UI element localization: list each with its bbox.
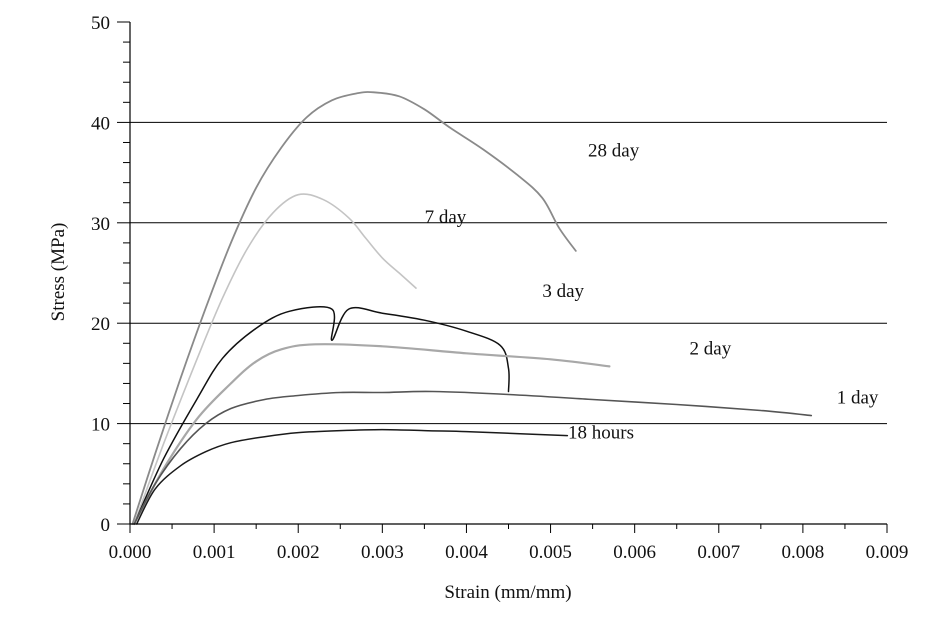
y-tick-label: 30 [91,214,110,235]
x-tick-label: 0.006 [613,542,656,563]
series-label-2-day: 2 day [690,338,732,359]
y-axis-ticks: 0 10 20 30 40 50 [91,13,130,536]
series-line-2-day [133,343,611,526]
y-axis-label: Stress (MPa) [48,223,69,322]
x-tick-label: 0.002 [277,542,320,563]
x-axis-ticks: 0.000 0.001 0.002 0.003 0.004 0.005 0.006 0.007… [109,524,909,563]
series-line-7-day [133,193,417,525]
series-label-1-day: 1 day [837,387,879,408]
series-curves [131,91,813,526]
y-tick-label: 40 [91,113,110,134]
x-tick-label: 0.007 [697,542,740,563]
x-tick-label: 0.004 [445,542,488,563]
series-line-3-day [133,306,510,525]
series-label-3-day: 3 day [542,281,584,302]
x-tick-label: 0.003 [361,542,404,563]
series-line-1-day [133,390,813,525]
grid-lines [130,121,887,425]
series-line-18-hours [135,428,569,525]
x-tick-label: 0.008 [782,542,825,563]
y-tick-label: 10 [91,415,110,436]
series-label-7-day: 7 day [425,207,467,228]
series-label-28-day: 28 day [588,141,640,162]
y-tick-label: 0 [101,515,111,536]
x-tick-label: 0.005 [529,542,572,563]
x-tick-label: 0.009 [866,542,909,563]
series-labels: 28 day 7 day 3 day 2 day 1 day 18 hours [425,141,879,444]
series-label-18-hours: 18 hours [568,423,634,444]
axes [129,22,887,525]
x-tick-label: 0.001 [193,542,236,563]
y-tick-label: 20 [91,314,110,335]
x-tick-label: 0.000 [109,542,152,563]
series-line-28-day [131,91,577,525]
x-axis-label: Strain (mm/mm) [444,582,571,603]
y-tick-label: 50 [91,13,110,34]
